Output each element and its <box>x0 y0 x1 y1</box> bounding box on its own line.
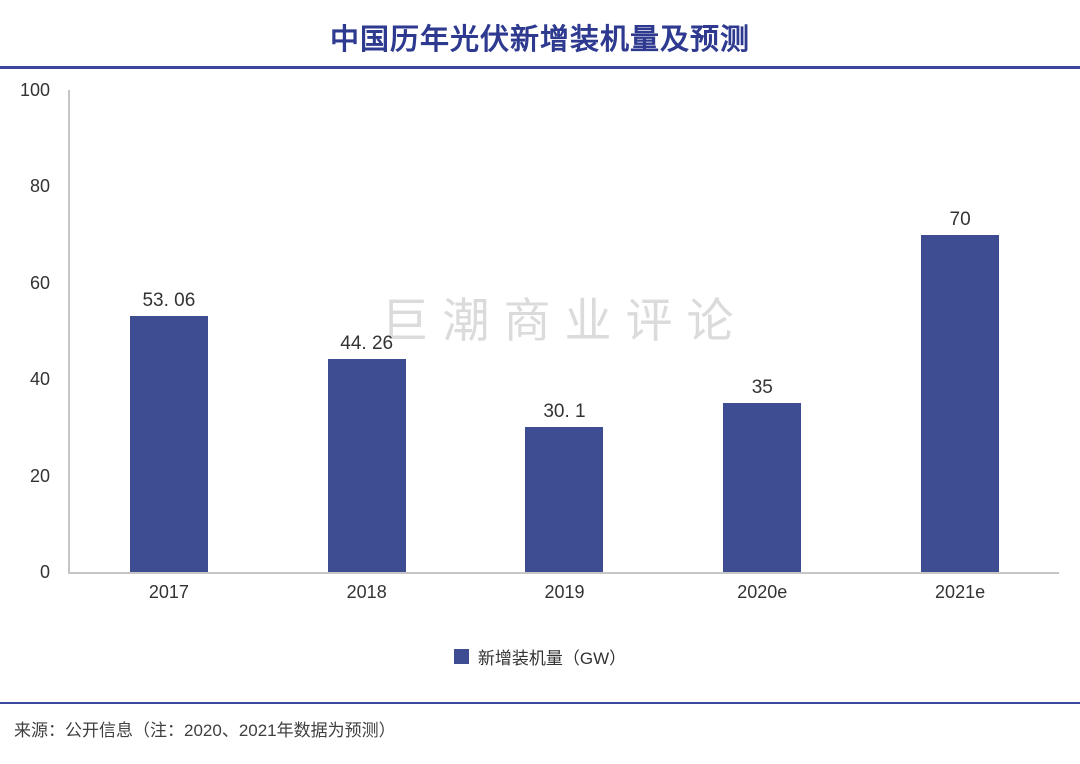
bar-group: 44. 26 2018 <box>268 90 466 602</box>
bar-value-label: 70 <box>949 208 971 230</box>
watermark-text: 巨潮商业评论 <box>381 294 748 347</box>
y-tick-label: 100 <box>19 80 50 100</box>
bar-value-label: 44. 26 <box>340 332 394 354</box>
bar-group: 53. 06 2017 <box>70 90 268 602</box>
x-tick-label: 2020e <box>737 582 788 602</box>
bar-group: 30. 1 2019 <box>466 90 664 602</box>
y-tick-label: 40 <box>29 369 50 390</box>
x-tick-label: 2019 <box>544 582 585 602</box>
bar-group: 35 2020e <box>663 90 861 602</box>
bar-value-label: 30. 1 <box>543 400 586 422</box>
x-tick-label: 2021e <box>935 582 986 602</box>
title-divider-line <box>0 66 1080 69</box>
y-axis: 0 20 40 60 80 100 <box>0 81 56 581</box>
source-note: 来源：公开信息（注：2020、2021年数据为预测） <box>14 721 396 740</box>
legend-label: 新增装机量（GW） <box>477 649 627 668</box>
x-tick-label: 2017 <box>148 582 189 602</box>
y-tick-label: 80 <box>29 176 50 197</box>
bar-group: 70 2021e <box>861 90 1059 602</box>
bar <box>327 358 406 572</box>
page-title: 中国历年光伏新增装机量及预测 <box>329 24 750 56</box>
bar <box>525 426 604 572</box>
bar-value-label: 35 <box>751 377 773 399</box>
bar <box>921 234 1000 572</box>
footer-divider-line <box>0 702 1080 704</box>
bar <box>129 316 208 572</box>
y-tick-label: 60 <box>29 272 50 293</box>
legend: 新增装机量（GW） <box>0 644 1080 669</box>
bar <box>723 403 802 572</box>
bars-container: 53. 06 2017 44. 26 2018 30. 1 2019 35 2020e 70 20… <box>70 90 1059 602</box>
y-tick-label: 0 <box>39 562 50 582</box>
legend-swatch-icon <box>453 649 469 664</box>
plot-area: 巨潮商业评论 53. 06 2017 44. 26 2018 30. 1 2019 35 20… <box>68 90 1059 602</box>
y-tick-label: 20 <box>29 465 50 486</box>
bar-value-label: 53. 06 <box>142 290 196 312</box>
x-tick-label: 2018 <box>346 582 387 602</box>
